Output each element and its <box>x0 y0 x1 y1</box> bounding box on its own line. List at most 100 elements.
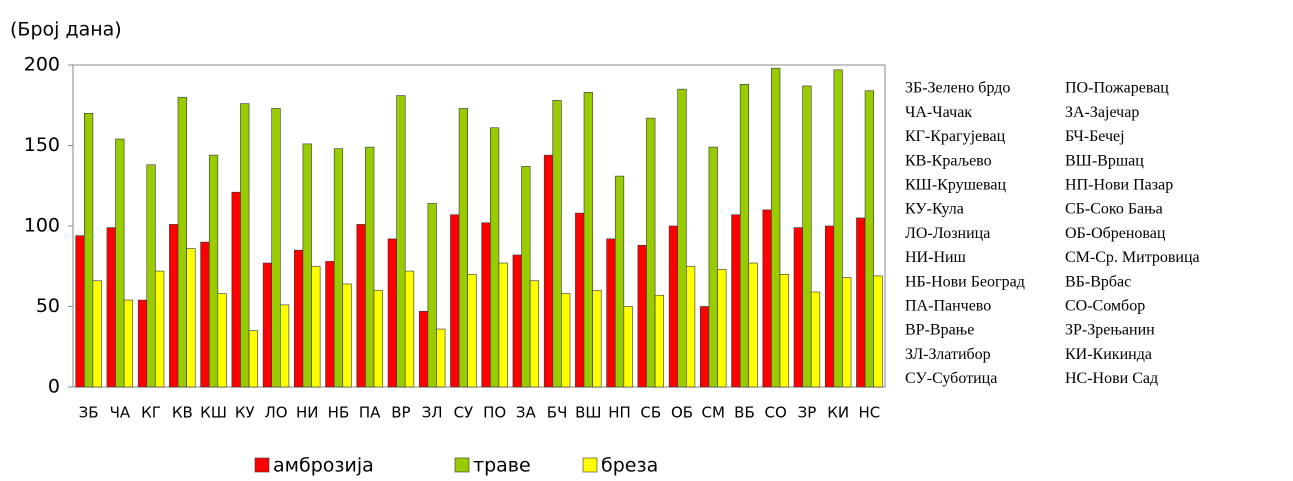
key-entry: КГ-Крагујевац <box>905 128 1006 145</box>
bar <box>529 280 540 388</box>
key-entry: КШ-Крушевац <box>905 176 1006 193</box>
bar <box>75 235 85 388</box>
bar <box>333 148 344 388</box>
legend-swatch <box>254 457 270 473</box>
x-tick-label: КУ <box>235 404 255 422</box>
bar <box>793 227 803 388</box>
bar <box>521 166 531 388</box>
key-entry: СО-Сомбор <box>1065 297 1145 314</box>
bar <box>668 225 678 388</box>
legend-label: бреза <box>601 455 658 477</box>
x-tick-label: КГ <box>141 404 161 422</box>
legend-swatch <box>454 457 470 473</box>
bar <box>186 248 196 388</box>
bar <box>177 96 187 388</box>
bar <box>279 304 290 388</box>
x-tick-label: СБ <box>640 404 661 422</box>
key-entry: БЧ-Бечеј <box>1065 128 1125 145</box>
y-tick-label: 200 <box>24 54 60 76</box>
key-entry: КУ-Кула <box>905 201 964 218</box>
key-entry: ПО-Пожаревац <box>1065 80 1169 97</box>
bar <box>824 225 835 388</box>
key-entry: ВШ-Вршац <box>1065 152 1144 169</box>
bar <box>833 69 843 388</box>
key-entry: ЗА-Зајечар <box>1065 104 1139 121</box>
x-tick-label: СМ <box>702 404 725 422</box>
key-entry: ВБ-Врбас <box>1065 273 1131 290</box>
bar <box>575 212 585 388</box>
key-entry: СУ-Суботица <box>905 370 997 387</box>
bar <box>115 138 125 388</box>
bar <box>481 222 491 388</box>
bar <box>873 275 883 388</box>
x-tick-label: КШ <box>200 404 227 422</box>
bar <box>606 238 616 388</box>
bar <box>294 249 304 388</box>
key-entry: КВ-Краљево <box>905 152 992 169</box>
x-tick-label: НС <box>859 404 881 422</box>
bar <box>356 224 366 388</box>
bar <box>373 290 383 388</box>
bar <box>208 154 219 388</box>
x-tick-label: НБ <box>328 404 350 422</box>
bar <box>427 203 437 388</box>
y-tick-label: 50 <box>36 295 60 317</box>
y-tick-label: 150 <box>24 134 60 156</box>
key-entry: НИ-Ниш <box>905 249 967 266</box>
bar <box>552 100 562 388</box>
bar <box>217 293 227 388</box>
key-entry: НС-Нови Сад <box>1065 370 1158 387</box>
x-tick-label: ЗЛ <box>422 404 443 422</box>
bar <box>543 154 554 388</box>
key-entry: НП-Нови Пазар <box>1065 176 1173 193</box>
key-entry: ВР-Врање <box>905 322 974 339</box>
x-tick-label: ЗА <box>516 404 537 422</box>
x-tick-label: ВР <box>391 404 410 422</box>
bar <box>467 273 477 388</box>
key-entry: ЗР-Зрењанин <box>1065 322 1155 339</box>
key-entry: НБ-Нови Београд <box>905 273 1025 290</box>
bar <box>810 291 821 388</box>
key-entry: ЛО-Лозница <box>905 225 990 242</box>
bar <box>155 270 165 388</box>
legend-label: траве <box>473 455 531 477</box>
bar <box>856 217 866 388</box>
bar <box>106 227 116 388</box>
bar <box>646 117 656 388</box>
bar <box>200 241 210 388</box>
legend-swatch <box>582 457 598 473</box>
bar <box>84 113 94 388</box>
x-tick-label: ЛО <box>264 404 287 422</box>
bar <box>458 108 468 388</box>
bar <box>748 262 758 388</box>
key-entry: СМ-Ср. Митровица <box>1065 249 1200 266</box>
bar <box>418 311 429 388</box>
x-tick-label: ЧА <box>110 404 131 422</box>
bar <box>311 265 321 388</box>
x-tick-label: НИ <box>296 404 319 422</box>
legend-label: амброзија <box>273 455 374 477</box>
bar <box>396 95 406 388</box>
key-entry: ЧА-Чачак <box>905 104 972 121</box>
key-entry: КИ-Кикинда <box>1065 346 1152 363</box>
x-tick-label: БЧ <box>547 404 568 422</box>
x-tick-label: ПО <box>483 404 506 422</box>
bar <box>779 273 789 388</box>
bar <box>654 294 664 388</box>
bar <box>771 67 781 388</box>
y-tick-label: 0 <box>48 376 60 398</box>
bar <box>450 214 460 388</box>
key-entry: ЗБ-Зелено брдо <box>905 80 1010 97</box>
bar <box>404 270 415 388</box>
bar <box>592 290 602 388</box>
bar <box>302 143 312 388</box>
bar <box>717 269 727 388</box>
bar <box>436 328 446 388</box>
bar <box>700 306 710 388</box>
bar <box>731 214 741 388</box>
bar <box>123 299 134 388</box>
bar <box>231 191 241 388</box>
bar <box>864 90 874 388</box>
bar <box>169 224 179 388</box>
